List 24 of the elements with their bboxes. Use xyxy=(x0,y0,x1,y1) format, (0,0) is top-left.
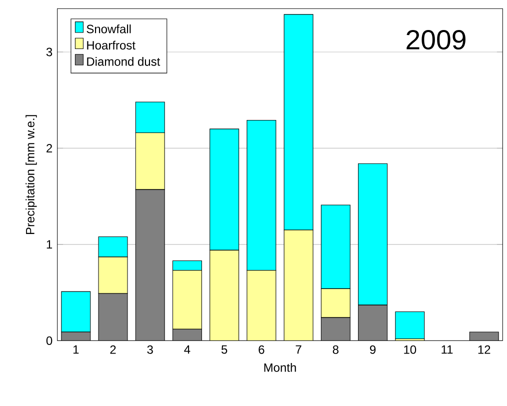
bar xyxy=(469,332,499,341)
x-tick-label: 3 xyxy=(147,345,153,354)
legend-label: Diamond dust xyxy=(87,57,160,66)
legend-label: Hoarfrost xyxy=(87,40,136,50)
x-tick-label: 9 xyxy=(370,345,376,354)
x-tick-label: 6 xyxy=(258,345,264,354)
y-axis-title: Precipitation [mm w.e.] xyxy=(26,115,37,234)
x-axis-title: Month xyxy=(264,363,296,372)
y-tick-label: 0 xyxy=(46,336,52,345)
y-tick-label: 1 xyxy=(46,240,52,249)
x-tick-label: 12 xyxy=(478,345,490,354)
legend-label: Snowfall xyxy=(86,24,131,34)
bar xyxy=(395,312,425,339)
x-tick-label: 5 xyxy=(221,345,228,354)
annotation: 2009 xyxy=(406,30,466,50)
x-tick-label: 8 xyxy=(332,345,338,354)
x-tick-label: 2 xyxy=(110,345,116,354)
y-tick-label: 2 xyxy=(46,144,52,152)
x-tick-label: 4 xyxy=(184,345,190,354)
x-tick-label: 11 xyxy=(442,345,453,354)
x-tick-label: 1 xyxy=(73,345,79,354)
y-tick-label: 3 xyxy=(46,48,52,56)
x-tick-label: 7 xyxy=(296,345,302,354)
x-tick-label: 10 xyxy=(404,345,416,354)
